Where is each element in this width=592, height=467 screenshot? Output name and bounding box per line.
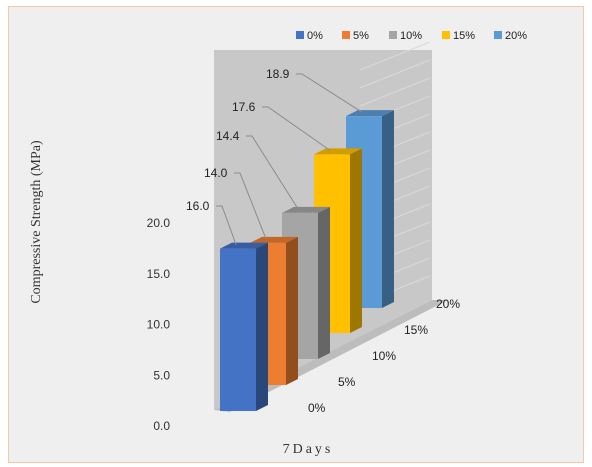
series-axis-label-10pct: 10%: [372, 349, 396, 363]
legend-swatch-0pct: [296, 31, 304, 39]
legend-label-0pct: 0%: [307, 30, 323, 42]
data-label-20pct: 18.9: [266, 67, 290, 81]
series-axis-label-5pct: 5%: [338, 375, 356, 389]
bar-top: [346, 110, 394, 117]
legend-swatch-20pct: [494, 31, 502, 39]
legend-swatch-15pct: [442, 31, 450, 39]
bar-side: [286, 236, 298, 385]
bar-top: [220, 242, 268, 249]
bars: [220, 110, 394, 411]
y-tick-label: 0.0: [153, 419, 170, 433]
y-tick-label: 20.0: [147, 216, 171, 230]
bar-front: [220, 248, 256, 411]
legend-label-15pct: 15%: [453, 30, 475, 42]
data-label-15pct: 17.6: [232, 100, 256, 114]
bar-side: [350, 148, 362, 333]
data-labels: 16.0 14.0 14.4 17.6 18.9: [186, 67, 363, 245]
data-label-5pct: 14.0: [204, 166, 228, 180]
series-axis-label-0pct: 0%: [308, 401, 326, 415]
leader-line: [216, 205, 237, 245]
hatch-line: [359, 41, 431, 71]
bar-0pct: [220, 242, 268, 411]
leader-line: [296, 73, 363, 113]
series-axis-label-20pct: 20%: [436, 297, 460, 311]
bar-side: [382, 110, 394, 308]
legend-label-5pct: 5%: [353, 30, 369, 42]
hatch-line: [359, 77, 431, 107]
data-label-0pct: 16.0: [186, 199, 210, 213]
leader-line: [246, 135, 299, 210]
legend-swatch-5pct: [342, 31, 350, 39]
y-axis-ticks: 0.0 5.0 10.0 15.0 20.0: [147, 216, 171, 433]
y-tick-label: 15.0: [147, 267, 171, 281]
data-label-10pct: 14.4: [216, 129, 240, 143]
legend: 0% 5% 10% 15% 20%: [296, 30, 527, 42]
legend-label-10pct: 10%: [400, 30, 422, 42]
leader-line: [262, 106, 331, 151]
bar-top: [250, 236, 298, 243]
legend-swatch-10pct: [389, 31, 397, 39]
series-axis-labels: 0% 5% 10% 15% 20%: [308, 297, 460, 415]
bar-side: [256, 242, 268, 411]
legend-label-20pct: 20%: [505, 30, 527, 42]
series-axis-label-15pct: 15%: [404, 323, 428, 337]
y-axis-label: Compressive Strength (MPa): [29, 140, 44, 304]
leader-line: [234, 172, 267, 240]
bar-top: [282, 206, 330, 213]
hatch-line: [359, 59, 431, 89]
bar-side: [318, 206, 330, 359]
bar-top: [314, 148, 362, 155]
y-tick-label: 10.0: [147, 318, 171, 332]
y-tick-label: 5.0: [153, 368, 170, 382]
x-axis-label: 7Days: [283, 442, 334, 457]
